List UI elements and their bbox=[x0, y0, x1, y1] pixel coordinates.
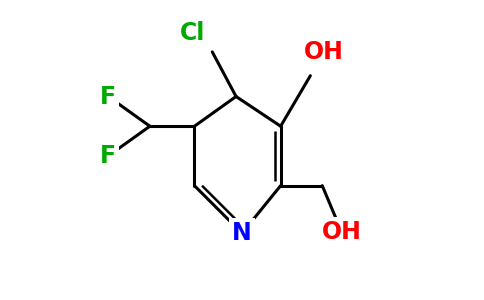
Text: F: F bbox=[100, 144, 116, 168]
Text: OH: OH bbox=[304, 40, 344, 64]
Text: F: F bbox=[100, 85, 116, 109]
Text: OH: OH bbox=[322, 220, 362, 244]
Text: N: N bbox=[232, 221, 252, 245]
Text: Cl: Cl bbox=[180, 21, 206, 45]
